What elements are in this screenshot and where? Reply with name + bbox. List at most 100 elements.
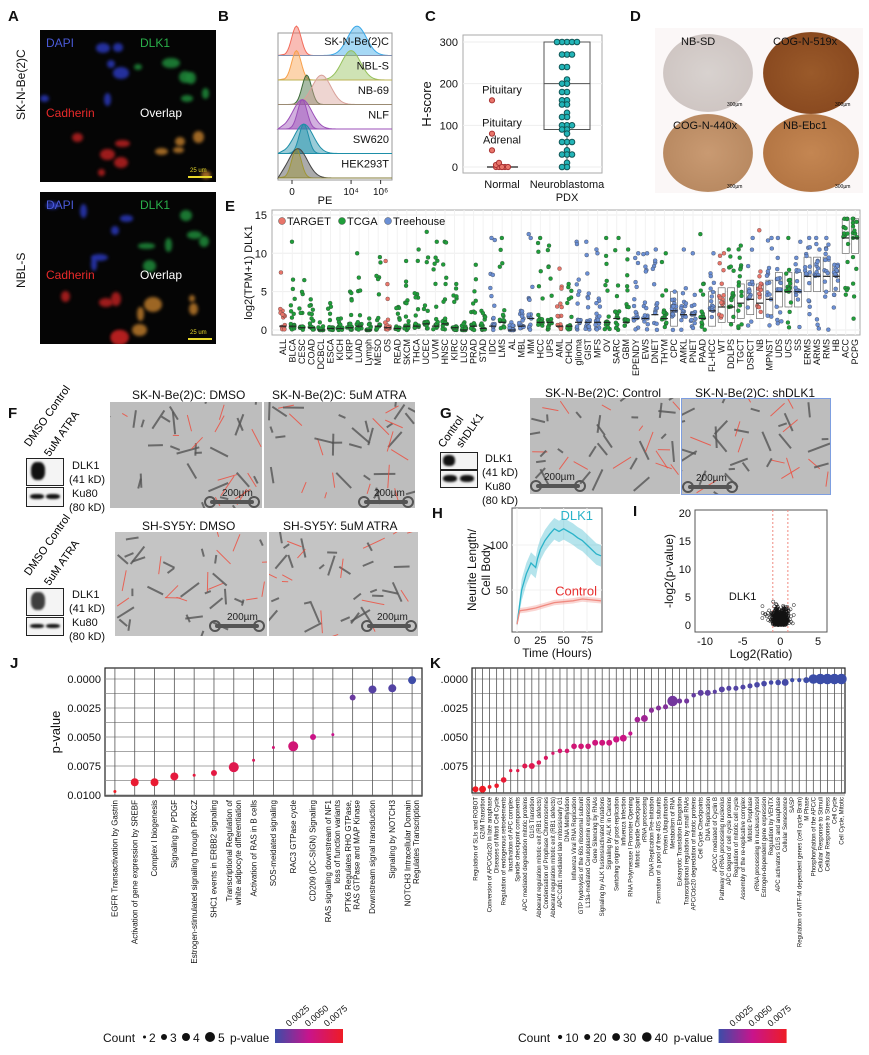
data-point [773, 617, 777, 621]
data-point [644, 251, 650, 256]
y-tick-label: 100 [490, 540, 508, 552]
data-point [803, 677, 810, 684]
data-point [775, 618, 779, 622]
data-point [594, 311, 599, 316]
data-point [472, 289, 477, 294]
data-point [586, 291, 591, 296]
data-point [604, 278, 609, 284]
data-point [739, 322, 744, 327]
data-point [527, 297, 532, 302]
data-point [747, 294, 752, 300]
x-tick-label: EWS [640, 339, 650, 360]
panel-label-h: H [432, 505, 443, 522]
x-tick-label: RNA Polymerase I Promoter Opening [628, 797, 634, 897]
x-tick-label: GTP hydrolysis of the 60s ribosomal subu… [579, 797, 585, 915]
data-point [719, 281, 724, 286]
panel-label-g: G [440, 405, 452, 422]
data-point [433, 281, 438, 287]
data-point [726, 685, 732, 691]
overlap-label: Overlap [140, 106, 183, 120]
data-point [781, 679, 789, 686]
data-point [355, 320, 360, 325]
cell-signal [143, 296, 162, 312]
data-point [526, 312, 531, 317]
band-kd: (41 kD) [482, 467, 519, 479]
data-point [835, 278, 841, 283]
data-point [599, 739, 606, 746]
annotation: Pituitary [482, 118, 522, 130]
data-point [488, 147, 496, 154]
cell-signal [72, 133, 83, 143]
data-point [299, 289, 305, 294]
data-point [471, 301, 476, 306]
x-tick-label: MBL [516, 339, 526, 358]
cell-signal [132, 324, 147, 337]
data-point [425, 308, 430, 313]
image-title: SH-SY5Y: DMSO [142, 519, 236, 533]
data-point [776, 610, 780, 615]
x-tick-label: 0 [777, 636, 783, 648]
data-point [662, 324, 667, 330]
data-point [558, 326, 564, 331]
data-point [528, 763, 535, 769]
data-point [728, 264, 733, 269]
x-tick-label: Transcriptional Regulation of [225, 799, 234, 901]
data-point [765, 269, 771, 274]
cell-signal [201, 88, 210, 99]
data-point [443, 240, 449, 245]
core-label: NB-SD [681, 36, 716, 48]
cell-texture [530, 398, 680, 492]
x-tick-label: Signaling by NOTCH3 [388, 799, 397, 878]
data-point [558, 80, 566, 87]
data-point [659, 259, 665, 265]
data-point [691, 311, 696, 317]
series-label: Control [555, 583, 597, 598]
data-point [404, 301, 409, 306]
data-point [625, 257, 630, 262]
y-tick-label: .0000 [440, 674, 468, 686]
brightfield-image: 200µm [530, 398, 680, 494]
x-tick-label: ERMS [803, 339, 813, 365]
cell-signal [106, 59, 115, 68]
data-point [730, 290, 735, 296]
cadherin-label: Cadherin [46, 268, 95, 282]
data-point [814, 235, 819, 241]
x-tick-label: AML [554, 339, 564, 358]
x-tick-label: AMKL [678, 339, 688, 364]
data-point [568, 51, 576, 58]
data-point [775, 317, 780, 323]
data-point [825, 270, 830, 276]
y-tick-label: .0025 [440, 703, 468, 715]
x-tick-label: Metabolism of RNA [671, 797, 677, 849]
data-point [683, 286, 688, 291]
data-point [538, 235, 543, 241]
data-point [441, 299, 446, 304]
data-point [558, 301, 563, 306]
data-point [605, 325, 610, 330]
data-point [397, 317, 402, 322]
data-point [702, 327, 707, 332]
data-point [824, 289, 829, 294]
x-tick-label: LUSC [459, 339, 469, 364]
data-point [807, 270, 812, 275]
data-point [782, 616, 786, 621]
cell-signal [138, 243, 156, 249]
x-tick-label: Abberant regulation mitotic exit (RB1 de… [537, 797, 543, 918]
y-tick-label: 300 [440, 37, 458, 49]
data-point [604, 261, 609, 267]
data-point [288, 309, 294, 314]
series-line [516, 598, 602, 625]
data-point [670, 311, 675, 317]
data-point [851, 316, 856, 321]
legend-size-marker [612, 1033, 620, 1041]
data-point [278, 306, 283, 312]
cell-signal [200, 170, 212, 179]
data-point [538, 269, 543, 274]
data-point [472, 310, 478, 315]
x-tick-label: CD209 (DC-SIGN) Signaling [309, 800, 318, 901]
data-point [823, 246, 829, 252]
cell-signal [112, 43, 124, 52]
data-point [479, 785, 487, 793]
data-point [625, 288, 630, 293]
data-point [736, 324, 741, 329]
